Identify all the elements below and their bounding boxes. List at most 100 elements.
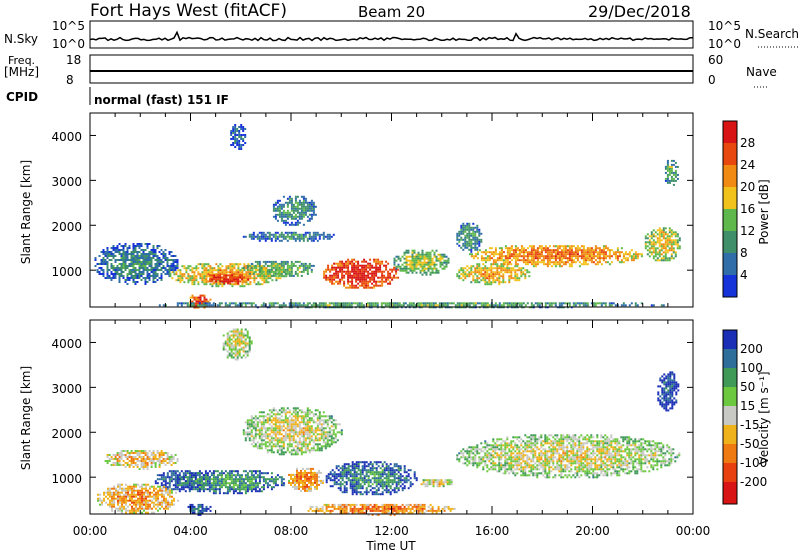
power-cell	[620, 259, 623, 262]
velocity-cell	[162, 484, 165, 487]
velocity-cell	[146, 468, 149, 470]
power-cell	[257, 283, 260, 286]
power-cell	[114, 267, 117, 269]
power-cell	[244, 134, 247, 136]
power-cell	[263, 265, 266, 268]
power-cell	[468, 230, 471, 233]
power-cell	[341, 266, 344, 269]
power-cell	[480, 269, 483, 272]
velocity-cell	[389, 481, 392, 484]
velocity-cell	[363, 465, 366, 468]
velocity-cell	[154, 464, 157, 466]
power-cell	[132, 243, 135, 245]
power-cell	[590, 249, 593, 252]
power-cell	[142, 255, 145, 257]
power-cell	[606, 261, 609, 264]
power-cell	[600, 249, 603, 252]
power-cell	[290, 264, 293, 267]
power-cell	[328, 304, 331, 307]
velocity-cell	[248, 482, 251, 485]
velocity-cell	[248, 480, 251, 483]
power-cell	[124, 261, 127, 263]
velocity-cell	[150, 460, 153, 462]
velocity-cell	[302, 471, 304, 474]
power-cell	[646, 249, 649, 252]
velocity-cell	[349, 473, 352, 476]
power-cell	[464, 271, 467, 274]
power-cell	[506, 304, 509, 307]
power-cell	[373, 258, 376, 261]
power-cell	[108, 251, 111, 253]
power-cell	[154, 249, 157, 251]
power-cell	[423, 253, 426, 256]
power-cell	[419, 255, 422, 258]
power-cell	[264, 270, 267, 273]
power-cell	[280, 203, 283, 206]
power-cell	[408, 302, 411, 305]
power-cell	[644, 237, 647, 240]
power-cell	[342, 302, 345, 305]
velocity-cell	[156, 474, 159, 477]
velocity-cell	[387, 473, 390, 476]
power-cell	[592, 257, 595, 260]
power-cell	[602, 245, 605, 248]
power-cell	[296, 302, 299, 305]
power-cell	[602, 302, 605, 305]
power-cell	[282, 302, 285, 305]
power-cell	[116, 269, 119, 271]
power-cell	[494, 249, 497, 252]
power-cell	[492, 277, 495, 280]
power-cell	[160, 269, 163, 271]
power-cell	[359, 274, 362, 277]
velocity-cell	[258, 474, 261, 477]
power-cell	[516, 275, 519, 278]
power-cell	[468, 240, 471, 243]
power-cell	[280, 217, 283, 220]
power-cell	[144, 257, 147, 259]
power-cell	[292, 203, 295, 206]
power-cell	[419, 261, 422, 264]
velocity-cell	[150, 458, 153, 460]
power-cell	[341, 274, 344, 277]
velocity-cell	[244, 478, 247, 481]
velocity-cell	[304, 487, 306, 490]
velocity-cell	[226, 482, 229, 485]
power-cell	[468, 248, 471, 251]
power-cell	[272, 272, 275, 275]
power-cell	[379, 264, 382, 267]
power-cell	[425, 267, 428, 270]
velocity-cell	[403, 481, 406, 484]
power-cell	[300, 274, 303, 277]
power-cell	[488, 251, 491, 254]
velocity-cell	[202, 478, 205, 481]
velocity-cell	[365, 479, 368, 482]
power-cell	[144, 243, 147, 245]
power-cell	[195, 298, 198, 301]
velocity-cell	[306, 473, 308, 476]
velocity-cell	[190, 488, 193, 491]
power-cell	[104, 261, 107, 263]
velocity-cell	[200, 484, 203, 487]
power-cell	[470, 232, 473, 235]
velocity-cell	[238, 480, 241, 483]
power-cell	[375, 266, 378, 269]
power-cell	[486, 273, 489, 276]
power-cell	[176, 302, 179, 305]
velocity-cell	[256, 470, 259, 473]
power-cell	[409, 255, 412, 258]
power-cell	[580, 253, 583, 256]
velocity-cell	[228, 470, 231, 473]
power-cell	[191, 294, 194, 297]
power-cell	[373, 260, 376, 263]
velocity-cell	[140, 460, 143, 462]
power-cell	[274, 209, 277, 212]
power-cell	[373, 274, 376, 277]
power-cell	[197, 271, 200, 274]
power-cell	[664, 245, 667, 248]
power-cell	[240, 302, 243, 305]
power-cell	[270, 239, 273, 242]
power-cell	[367, 270, 370, 273]
power-cell	[650, 237, 653, 240]
power-cell	[420, 304, 423, 307]
power-cell	[470, 267, 473, 270]
